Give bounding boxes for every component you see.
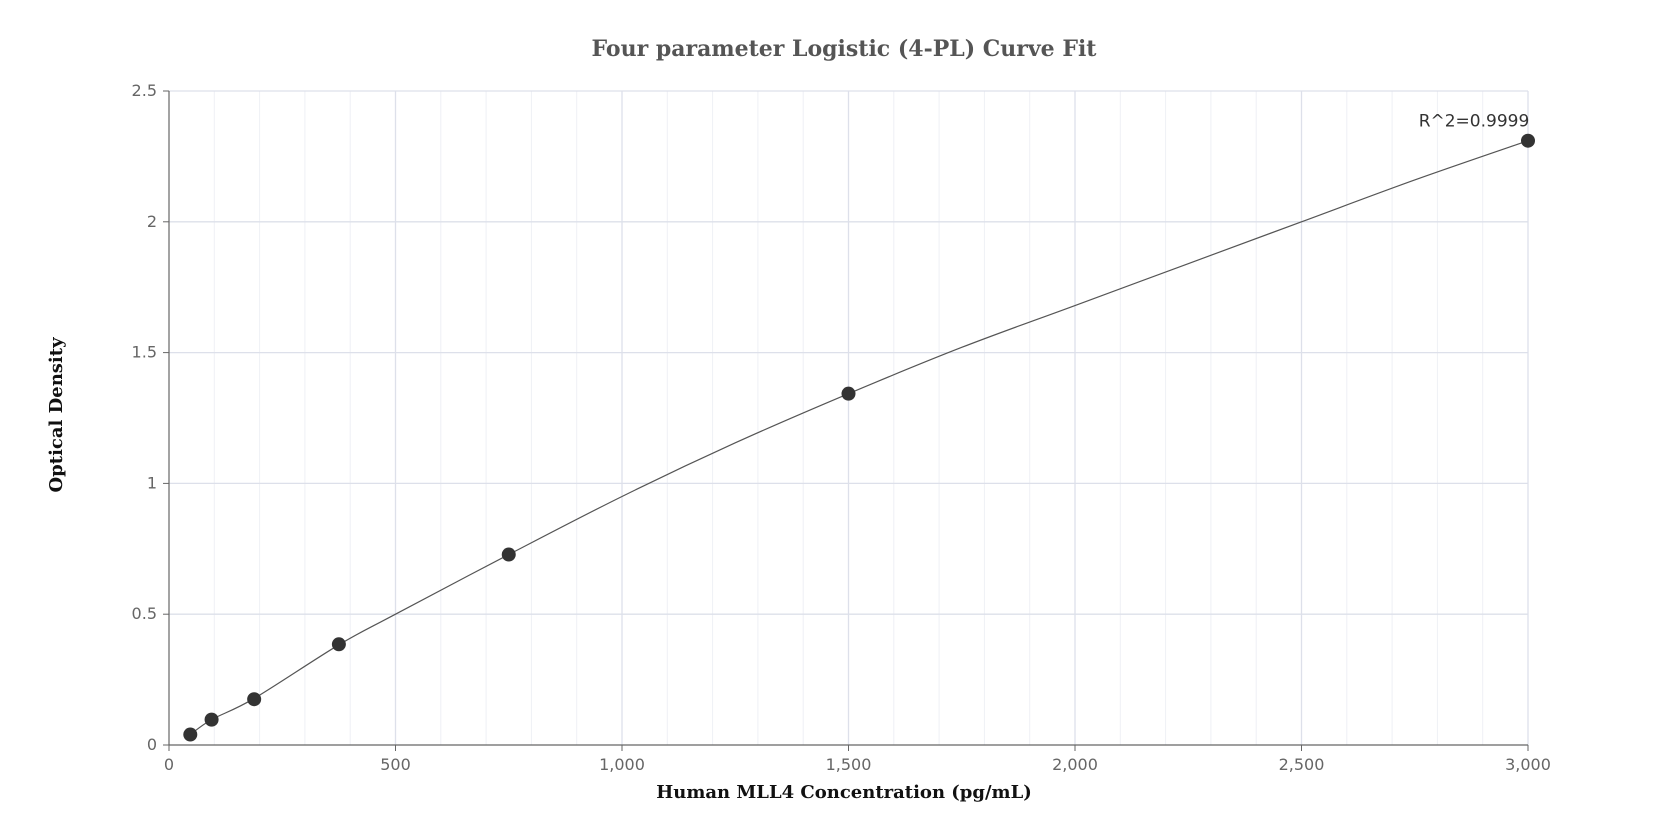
x-tick-label: 1,000 xyxy=(599,755,645,774)
y-axis-title: Optical Density xyxy=(46,337,67,493)
data-point[interactable] xyxy=(247,692,262,707)
x-tick-label: 2,000 xyxy=(1052,755,1098,774)
x-axis-title: Human MLL4 Concentration (pg/mL) xyxy=(656,782,1032,803)
grid xyxy=(169,90,1529,745)
x-tick-label: 500 xyxy=(380,755,411,774)
fit-curve xyxy=(189,140,1529,736)
data-points xyxy=(183,133,1535,742)
x-tick-label: 3,000 xyxy=(1505,755,1551,774)
data-point[interactable] xyxy=(331,637,346,652)
chart-title: Four parameter Logistic (4-PL) Curve Fit xyxy=(592,36,1098,62)
y-tick-label: 1.5 xyxy=(132,343,157,362)
x-tick-label: 0 xyxy=(164,755,174,774)
x-tick-label: 1,500 xyxy=(826,755,872,774)
x-tick-label: 2,500 xyxy=(1279,755,1325,774)
tick-labels: 0 500 1,000 1,500 2,000 2,500 3,000 0 0.5 1 1.5 2 2.… xyxy=(132,81,1551,774)
data-point[interactable] xyxy=(1521,133,1535,148)
y-tick-label: 0 xyxy=(147,735,157,754)
y-tick-label: 2 xyxy=(147,212,157,231)
data-point[interactable] xyxy=(204,712,219,727)
r-squared-annotation: R^2=0.9999 xyxy=(1419,112,1530,132)
annotations: R^2=0.9999 xyxy=(1419,112,1530,132)
y-tick-label: 0.5 xyxy=(132,604,157,623)
data-point[interactable] xyxy=(501,547,516,562)
data-point[interactable] xyxy=(183,727,198,742)
data-point[interactable] xyxy=(841,386,856,401)
y-tick-label: 1 xyxy=(147,473,157,492)
y-tick-label: 2.5 xyxy=(132,81,157,100)
